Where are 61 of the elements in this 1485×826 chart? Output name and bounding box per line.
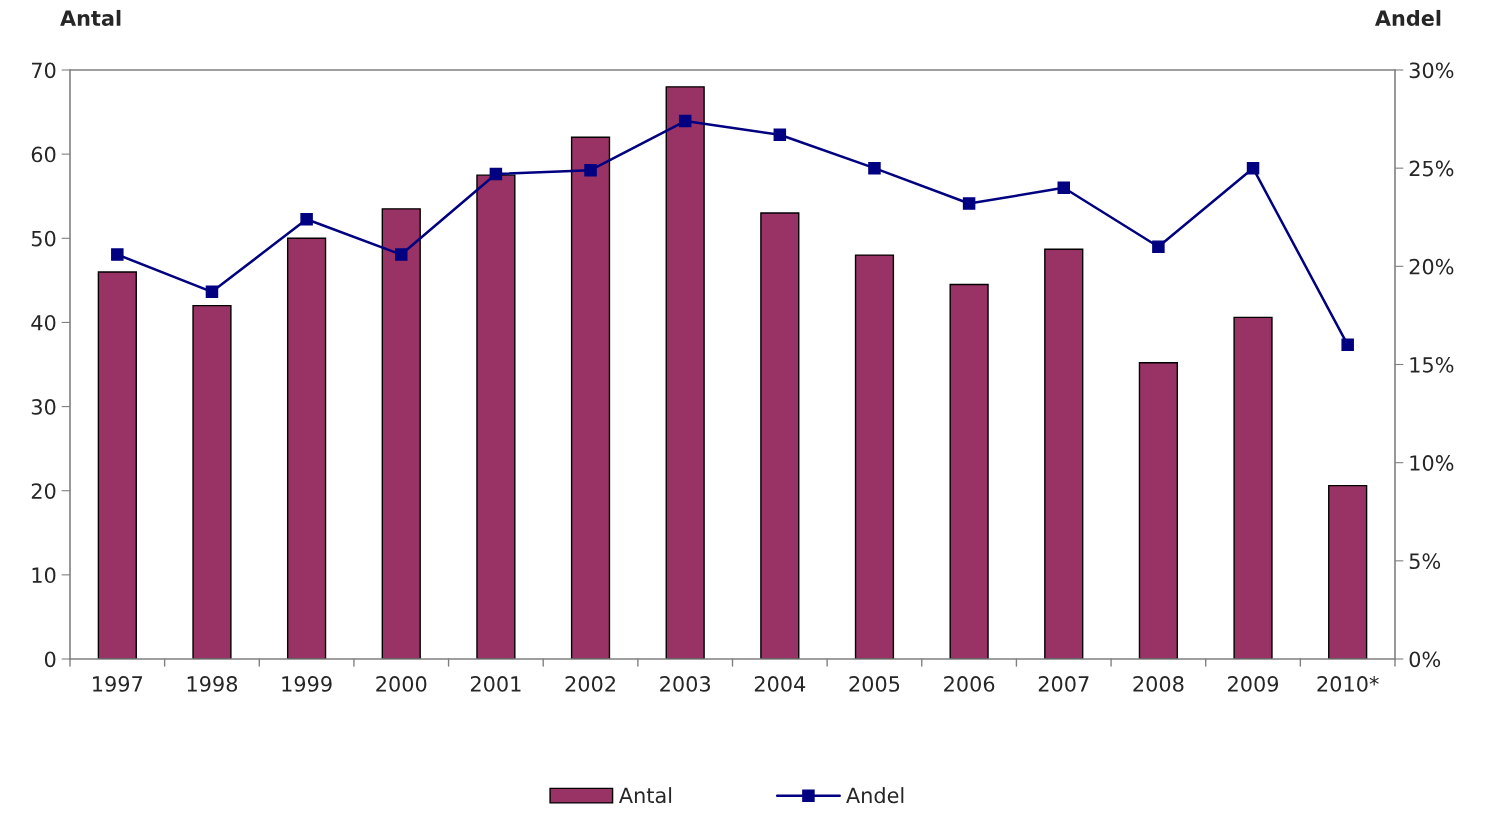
- bar: [1044, 248, 1084, 659]
- y-tick-label: 20: [31, 483, 56, 499]
- point: [1246, 161, 1260, 175]
- bar: [286, 237, 327, 659]
- point: [584, 163, 597, 177]
- y-tick-label: 60: [31, 146, 56, 163]
- bar: [476, 174, 516, 659]
- y-tick-label: 50: [31, 230, 56, 247]
- bar: [1233, 316, 1273, 659]
- y2-tick-label: 10%: [1410, 455, 1454, 471]
- point: [111, 248, 124, 261]
- y2-tick-label: 30%: [1409, 62, 1454, 79]
- x-tick-label: 1997: [93, 676, 143, 692]
- point: [962, 197, 976, 210]
- x-tick-label: 2000: [376, 676, 427, 692]
- y2-tick-label: 0%: [1409, 651, 1441, 668]
- bar: [97, 271, 137, 659]
- y-tick-label: 10: [32, 567, 56, 584]
- point: [1341, 338, 1354, 352]
- y2-tick-label: 20%: [1409, 258, 1454, 275]
- x-tick-label: 2005: [849, 676, 900, 692]
- legend-label: Antal: [619, 787, 672, 804]
- x-tick-label: 2008: [1133, 676, 1184, 692]
- point: [1152, 240, 1165, 253]
- bar: [949, 283, 989, 659]
- bar: [665, 86, 705, 659]
- x-tick-label: 2003: [660, 676, 711, 692]
- point: [773, 128, 787, 142]
- x-tick-label: 2010*: [1317, 676, 1379, 692]
- y-tick-label: 0: [44, 651, 56, 668]
- y2-axis-title: Andel: [1374, 9, 1441, 27]
- x-tick-label: 2009: [1228, 676, 1279, 692]
- y2-tick-label: 15%: [1410, 356, 1454, 373]
- x-tick-label: 2002: [565, 676, 615, 692]
- point: [300, 212, 313, 226]
- bar: [1138, 362, 1179, 659]
- x-tick-label: 2004: [754, 676, 806, 692]
- y-axis-title: Antal: [60, 9, 121, 27]
- x-tick-label: 2007: [1038, 676, 1089, 692]
- y2-tick-label: 25%: [1409, 160, 1454, 177]
- point: [489, 167, 503, 181]
- y2-tick-label: 5%: [1409, 553, 1441, 570]
- point: [1057, 181, 1071, 195]
- x-tick-label: 1999: [282, 676, 332, 692]
- bar: [381, 208, 421, 659]
- bar: [854, 254, 895, 659]
- x-tick-label: 2001: [470, 676, 521, 692]
- bar: [570, 136, 611, 659]
- point: [678, 114, 692, 128]
- bar: [192, 304, 232, 659]
- bar: [760, 212, 800, 659]
- y-tick-label: 30: [31, 399, 56, 415]
- point: [205, 285, 219, 299]
- y-tick-label: 70: [32, 62, 56, 79]
- legend-label: Andel: [846, 787, 904, 804]
- x-tick-label: 2006: [944, 676, 995, 692]
- y-tick-label: 40: [31, 314, 56, 331]
- bar: [1328, 484, 1368, 659]
- point: [394, 248, 408, 261]
- x-tick-label: 1998: [187, 676, 238, 692]
- point: [868, 161, 881, 175]
